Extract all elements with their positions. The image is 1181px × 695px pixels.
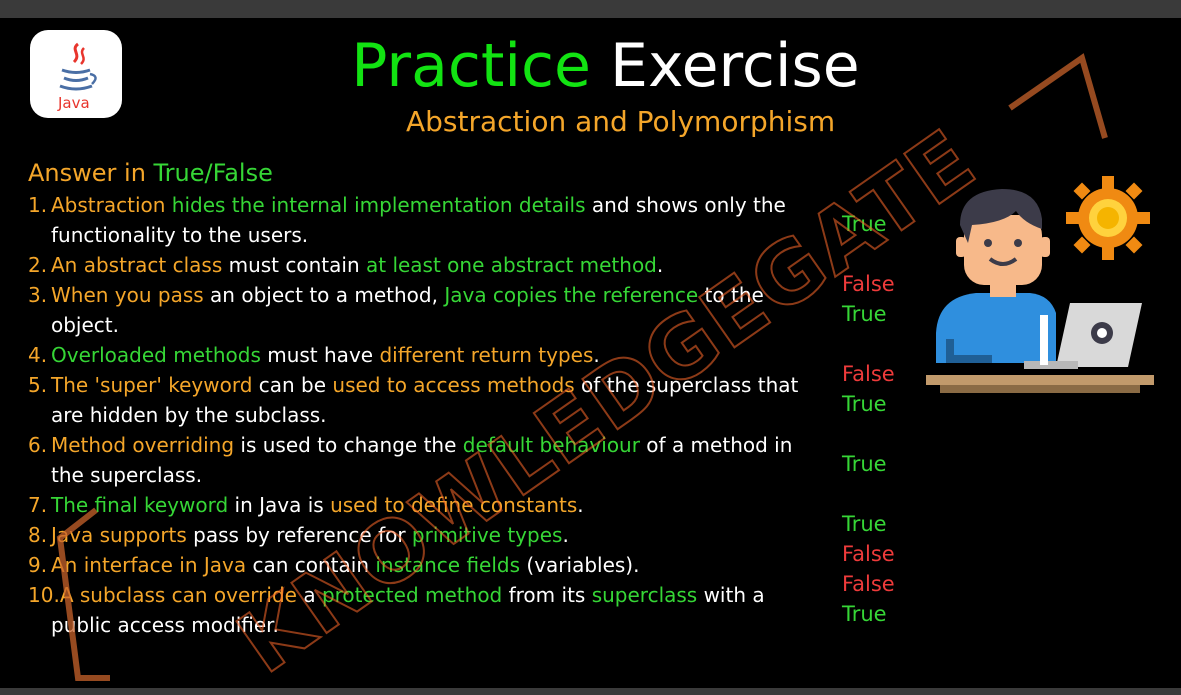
q6-seg-1: Method overriding bbox=[51, 433, 235, 457]
answer-4: False bbox=[842, 362, 895, 386]
answer-3: True bbox=[842, 302, 887, 326]
developer-illustration bbox=[926, 176, 1154, 393]
q10-seg-4: from its bbox=[502, 583, 592, 607]
java-cup-icon: Java bbox=[57, 42, 97, 112]
q3-seg-4: to the bbox=[698, 283, 764, 307]
q1-seg-3: and shows only the bbox=[585, 193, 786, 217]
subtitle: Abstraction and Polymorphism bbox=[406, 105, 836, 138]
question-10: 10.A subclass can override a protected m… bbox=[28, 580, 765, 640]
question-number: 3. bbox=[28, 283, 48, 307]
header-prefix: Answer in bbox=[28, 159, 154, 187]
q1-seg-2: hides the internal implementation detail… bbox=[165, 193, 586, 217]
q2-seg-4: . bbox=[656, 253, 664, 277]
question-6: 6. Method overriding is used to change th… bbox=[28, 430, 792, 490]
q4-seg-1: Overloaded methods bbox=[51, 343, 261, 367]
title-word-exercise: Exercise bbox=[610, 31, 860, 101]
q8-seg-3: primitive types bbox=[411, 523, 563, 547]
answer-5: True bbox=[842, 392, 887, 416]
answer-2: False bbox=[842, 272, 895, 296]
q3-line-2: object. bbox=[51, 313, 119, 337]
q8-seg-1: Java supports bbox=[51, 523, 187, 547]
question-2: 2. An abstract class must contain at leas… bbox=[28, 250, 663, 280]
person-head bbox=[956, 189, 1050, 285]
q3-seg-1: When you pass bbox=[51, 283, 204, 307]
desk bbox=[926, 375, 1154, 385]
q5-seg-3: used to access methods bbox=[332, 373, 575, 397]
q5-line-2: are hidden by the subclass. bbox=[51, 403, 327, 427]
q2-seg-2: must contain bbox=[222, 253, 366, 277]
question-number: 1. bbox=[28, 193, 48, 217]
q4-seg-4: . bbox=[593, 343, 600, 367]
question-8: 8. Java supports pass by reference for pr… bbox=[28, 520, 569, 550]
q10-seg-1: A subclass can override bbox=[59, 583, 297, 607]
q10-seg-2: a bbox=[296, 583, 322, 607]
q1-line-2: functionality to the users. bbox=[51, 223, 309, 247]
q9-seg-3: instance fields bbox=[375, 553, 521, 577]
question-number: 10. bbox=[28, 583, 60, 607]
q5-seg-2: can be bbox=[252, 373, 333, 397]
q8-seg-4: . bbox=[562, 523, 569, 547]
question-4: 4. Overloaded methods must have different… bbox=[28, 340, 600, 370]
question-7: 7. The final keyword in Java is used to d… bbox=[28, 490, 584, 520]
java-logo: Java bbox=[30, 30, 122, 118]
top-bar bbox=[0, 0, 1181, 18]
bottom-bar bbox=[0, 688, 1181, 695]
q4-seg-2: must have bbox=[260, 343, 380, 367]
q10-line-2: public access modifier. bbox=[51, 613, 279, 637]
q9-seg-1: An interface in Java bbox=[51, 553, 247, 577]
answer-1: True bbox=[842, 212, 887, 236]
question-number: 6. bbox=[28, 433, 48, 457]
q6-line-2: the superclass. bbox=[51, 463, 203, 487]
svg-text:Java: Java bbox=[57, 94, 90, 112]
q10-seg-3: protected method bbox=[321, 583, 503, 607]
q7-seg-3: used to define constants bbox=[330, 493, 578, 517]
question-number: 2. bbox=[28, 253, 48, 277]
q2-seg-1: An abstract class bbox=[51, 253, 223, 277]
person-body bbox=[936, 293, 1056, 363]
answer-8: False bbox=[842, 542, 895, 566]
q3-seg-3: Java copies the reference bbox=[444, 283, 699, 307]
q3-seg-2: an object to a method, bbox=[203, 283, 445, 307]
q4-seg-3: different return types bbox=[379, 343, 594, 367]
q9-seg-4: (variables). bbox=[520, 553, 640, 577]
q6-seg-3: default behaviour bbox=[462, 433, 640, 457]
question-number: 9. bbox=[28, 553, 48, 577]
question-1: 1. Abstraction hides the internal impleme… bbox=[28, 190, 786, 250]
question-number: 5. bbox=[28, 373, 48, 397]
answer-10: True bbox=[842, 602, 887, 626]
q6-seg-4: of a method in bbox=[639, 433, 793, 457]
question-number: 8. bbox=[28, 523, 48, 547]
answer-7: True bbox=[842, 512, 887, 536]
gear-icon bbox=[1066, 176, 1150, 260]
page-title: Practice Exercise bbox=[0, 26, 1181, 106]
q7-seg-4: . bbox=[577, 493, 584, 517]
q7-seg-2: in Java is bbox=[228, 493, 331, 517]
instructions-header: Answer in True/False bbox=[28, 158, 273, 188]
question-5: 5. The 'super' keyword can be used to acc… bbox=[28, 370, 798, 430]
question-number: 4. bbox=[28, 343, 48, 367]
answer-6: True bbox=[842, 452, 887, 476]
q5-seg-1: The 'super' keyword bbox=[51, 373, 253, 397]
q1-seg-1: Abstraction bbox=[51, 193, 166, 217]
question-9: 9. An interface in Java can contain insta… bbox=[28, 550, 639, 580]
q2-seg-3: at least one abstract method bbox=[365, 253, 657, 277]
question-3: 3. When you pass an object to a method, J… bbox=[28, 280, 764, 340]
q10-seg-5: superclass bbox=[591, 583, 698, 607]
q6-seg-2: is used to change the bbox=[234, 433, 463, 457]
q10-seg-6: with a bbox=[697, 583, 765, 607]
title-word-practice: Practice bbox=[351, 31, 591, 101]
q8-seg-2: pass by reference for bbox=[186, 523, 412, 547]
q9-seg-2: can contain bbox=[246, 553, 376, 577]
answer-9: False bbox=[842, 572, 895, 596]
question-number: 7. bbox=[28, 493, 48, 517]
header-true-false: True/False bbox=[153, 159, 273, 187]
q7-seg-1: The final keyword bbox=[51, 493, 229, 517]
laptop-icon bbox=[1024, 303, 1142, 369]
slide: Java Practice Exercise Abstraction and P… bbox=[0, 18, 1181, 688]
q5-seg-4: of the superclass that bbox=[574, 373, 799, 397]
